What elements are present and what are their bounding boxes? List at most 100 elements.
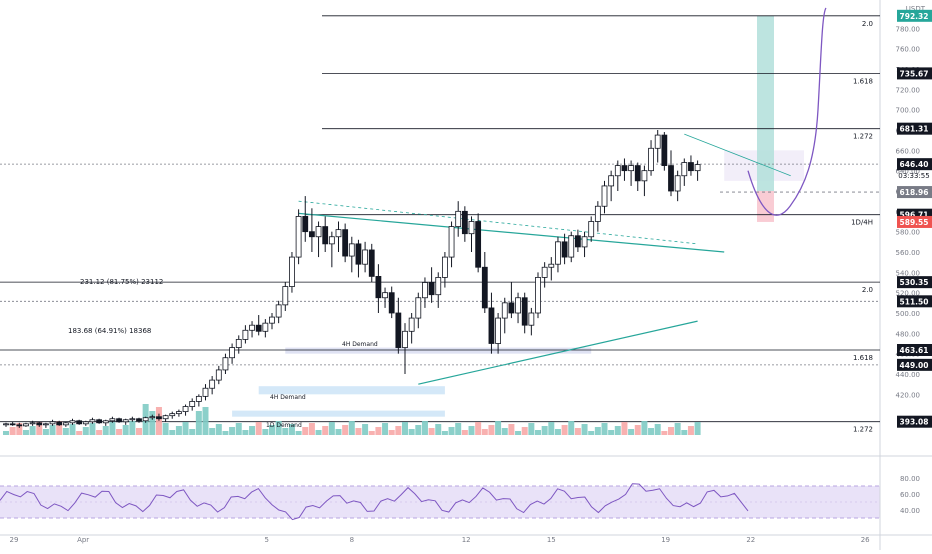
volume-bar xyxy=(488,425,495,435)
time-tick-label: Apr xyxy=(77,536,89,544)
candle-body xyxy=(348,243,355,257)
candle-body xyxy=(388,292,395,314)
volume-bar xyxy=(288,424,295,435)
candle-body xyxy=(215,369,222,381)
annotation-4h-demand-lower: 4H Demand xyxy=(270,394,306,401)
level-label: 1.618 xyxy=(853,77,873,85)
volume-bar xyxy=(102,426,109,435)
volume-bar xyxy=(641,421,648,435)
volume-bar xyxy=(149,411,156,435)
candle-body xyxy=(521,297,528,326)
volume-bar xyxy=(668,427,674,435)
volume-bar xyxy=(521,427,528,435)
time-tick-label: 29 xyxy=(10,536,19,544)
candle-body xyxy=(136,418,142,422)
volume-bar xyxy=(561,425,568,435)
candle-body xyxy=(508,302,515,314)
candle-body xyxy=(96,419,102,424)
candle-body xyxy=(448,226,455,258)
price-tick-label: 440.00 xyxy=(896,371,921,379)
price-tick-label: 500.00 xyxy=(896,310,921,318)
volume-bar xyxy=(375,427,382,435)
volume-bar xyxy=(36,422,43,435)
price-tick-label: 520.00 xyxy=(896,290,921,298)
volume-bar xyxy=(395,426,402,435)
candle-body xyxy=(528,312,535,326)
candle-body xyxy=(555,241,561,265)
volume-bar xyxy=(235,423,242,435)
candle-body xyxy=(308,231,315,238)
price-tick-label: 580.00 xyxy=(896,229,921,237)
volume-bar xyxy=(308,423,315,435)
trendline-lower xyxy=(418,320,698,385)
candle-body xyxy=(415,297,422,319)
volume-bar xyxy=(42,429,49,435)
time-tick-label: 22 xyxy=(746,536,755,544)
price-tag-text: 792.32 xyxy=(900,12,929,21)
candle-body xyxy=(661,134,668,166)
volume-bar xyxy=(116,429,123,435)
volume-bar xyxy=(3,431,9,435)
volume-bar xyxy=(62,428,69,435)
volume-bar xyxy=(129,421,136,435)
candle-body xyxy=(395,312,402,348)
level-label: 1.618 xyxy=(853,354,873,362)
price-tick-label: 420.00 xyxy=(896,391,921,399)
time-tick-label: 12 xyxy=(462,536,471,544)
volume-bar xyxy=(614,426,621,435)
candle-body xyxy=(475,221,482,268)
price-tag-text: 735.67 xyxy=(900,69,929,78)
volume-bar xyxy=(295,431,302,435)
candle-body xyxy=(581,236,588,248)
volume-bar xyxy=(481,429,488,435)
volume-bar xyxy=(581,424,588,435)
demand-zone-4h-upper xyxy=(285,347,592,354)
candle-body xyxy=(402,330,408,348)
volume-bar xyxy=(528,423,535,435)
volume-bar xyxy=(315,430,322,435)
demand-zone-1d xyxy=(232,410,445,417)
candle-body xyxy=(49,421,56,425)
volume-bar xyxy=(362,424,369,435)
volume-bar xyxy=(628,429,635,435)
volume-bar xyxy=(455,423,462,435)
candle-body xyxy=(322,226,329,245)
candle-body xyxy=(282,286,289,306)
candle-body xyxy=(295,216,302,258)
volume-bar xyxy=(435,424,442,435)
candle-body xyxy=(189,401,196,407)
price-tick-label: 540.00 xyxy=(896,269,921,277)
volume-bar xyxy=(29,426,36,435)
candle-body xyxy=(169,413,176,417)
volume-bar xyxy=(382,423,389,435)
volume-bar xyxy=(162,423,169,435)
candle-body xyxy=(674,175,681,192)
volume-bar xyxy=(694,422,701,435)
candle-body xyxy=(222,357,229,371)
candle-body xyxy=(362,249,369,265)
level-label: 2.0 xyxy=(862,20,873,28)
candle-body xyxy=(694,164,701,172)
candle-body xyxy=(175,411,182,415)
price-tag-text: 589.55 xyxy=(900,218,929,227)
candle-body xyxy=(89,419,96,423)
candle-body xyxy=(608,175,615,187)
volume-bar xyxy=(96,430,103,435)
countdown-text: 03:33:55 xyxy=(898,172,929,180)
volume-bar xyxy=(535,430,541,435)
price-tag-text: 449.00 xyxy=(900,361,929,370)
level-label: 1.272 xyxy=(853,426,873,434)
volume-bar xyxy=(189,429,196,435)
candle-body xyxy=(56,421,63,426)
candle-body xyxy=(428,282,435,296)
price-tag-box xyxy=(897,122,932,135)
price-tick-label: 560.00 xyxy=(896,249,921,257)
candle-body xyxy=(149,416,156,419)
volume-bar xyxy=(76,431,83,435)
candle-body xyxy=(501,302,508,319)
candle-body xyxy=(621,165,628,172)
candle-body xyxy=(76,420,83,425)
